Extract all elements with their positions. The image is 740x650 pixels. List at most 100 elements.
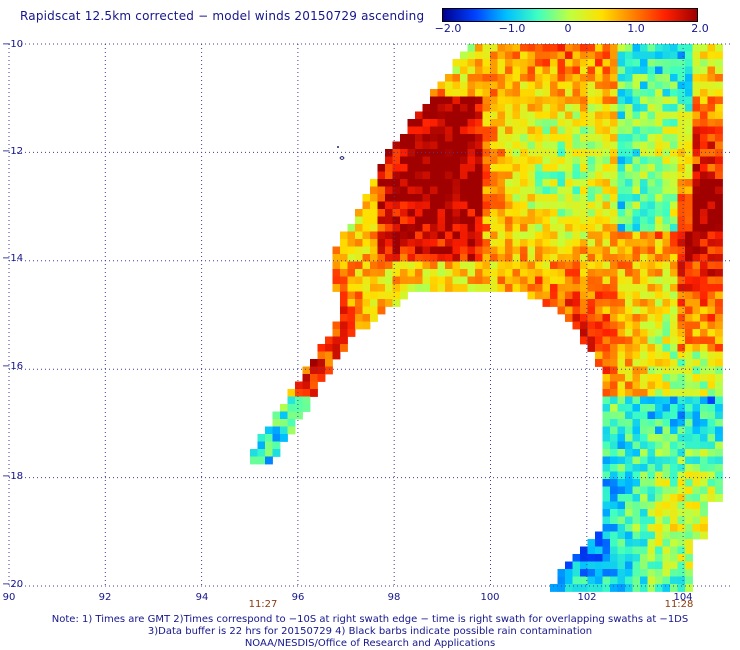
wind-cell [715, 111, 723, 120]
wind-cell [617, 89, 626, 97]
wind-cell [670, 171, 678, 180]
wind-cell [370, 299, 378, 307]
wind-cell [602, 344, 611, 352]
wind-cell [602, 314, 611, 322]
wind-cell [625, 351, 633, 360]
wind-cell [602, 336, 611, 345]
wind-cell [692, 59, 701, 67]
wind-cell [625, 134, 633, 142]
wind-cell [377, 171, 386, 180]
wind-cell [677, 374, 686, 382]
wind-cell [377, 299, 386, 307]
wind-cell [662, 374, 671, 382]
wind-cell [632, 141, 641, 150]
wind-cell [437, 269, 446, 277]
wind-cell [625, 366, 633, 375]
island-mark [337, 146, 339, 148]
wind-cell [692, 104, 701, 112]
wind-cell [692, 164, 701, 172]
wind-cell [707, 81, 716, 90]
wind-cell [377, 164, 386, 172]
wind-cell [490, 44, 498, 52]
wind-cell [625, 81, 633, 90]
wind-cell [632, 81, 641, 90]
wind-cell [662, 284, 671, 292]
wind-cell [520, 201, 528, 210]
lon-tick-90: 90 [2, 592, 16, 603]
wind-cell [632, 74, 641, 82]
wind-cell [685, 516, 693, 525]
wind-cell [655, 276, 663, 285]
wind-cell [475, 44, 483, 52]
wind-cell [617, 314, 626, 322]
wind-cell [685, 216, 693, 225]
wind-cell [452, 179, 461, 187]
wind-cell [647, 374, 656, 382]
wind-cell [467, 164, 476, 172]
wind-cell [475, 149, 483, 157]
wind-cell [700, 381, 708, 390]
wind-cell [557, 569, 566, 577]
wind-cell [677, 269, 686, 277]
wind-cell [685, 96, 693, 105]
wind-cell [617, 374, 626, 382]
wind-cell [715, 254, 723, 262]
wind-cell [625, 194, 633, 202]
wind-cell [670, 209, 678, 217]
wind-cell [602, 516, 611, 525]
wind-cell [617, 269, 626, 277]
wind-cell [407, 141, 416, 150]
wind-cell [617, 111, 626, 120]
wind-cell [610, 441, 618, 450]
wind-cell [677, 201, 686, 210]
wind-cell [632, 216, 641, 225]
wind-cell [407, 194, 416, 202]
wind-cell [572, 231, 581, 240]
wind-cell [595, 569, 603, 577]
wind-cell [572, 321, 581, 330]
wind-cell [445, 231, 453, 240]
wind-cell [452, 284, 461, 292]
wind-cell [505, 74, 513, 82]
wind-cell [512, 231, 521, 240]
wind-cell [565, 201, 573, 210]
wind-cell [400, 134, 408, 142]
wind-cell [670, 194, 678, 202]
wind-cell [422, 246, 431, 255]
wind-cell [355, 291, 363, 300]
wind-cell [452, 231, 461, 240]
wind-cell [587, 329, 596, 337]
wind-cell [625, 419, 633, 427]
wind-cell [640, 554, 648, 562]
wind-cell [572, 306, 581, 315]
wind-cell [572, 96, 581, 105]
wind-cell [362, 201, 371, 210]
wind-cell [655, 351, 663, 360]
wind-cell [400, 179, 408, 187]
wind-cell [610, 561, 618, 570]
wind-cell [460, 231, 468, 240]
wind-cell [700, 126, 708, 135]
wind-cell [602, 276, 611, 285]
wind-cell [610, 531, 618, 540]
wind-cell [640, 171, 648, 180]
wind-cell [655, 89, 663, 97]
wind-cell [602, 89, 611, 97]
wind-cell [692, 156, 701, 165]
wind-cell [715, 209, 723, 217]
wind-cell [610, 224, 618, 232]
wind-cell [707, 104, 716, 112]
wind-cell [557, 201, 566, 210]
wind-cell [512, 89, 521, 97]
wind-cell [685, 321, 693, 330]
wind-cell [482, 231, 491, 240]
wind-cell [707, 254, 716, 262]
wind-cell [572, 299, 581, 307]
wind-cell [557, 186, 566, 195]
wind-cell [625, 44, 633, 52]
wind-cell [595, 254, 603, 262]
wind-cell [535, 194, 543, 202]
wind-cell [602, 66, 611, 75]
wind-cell [692, 344, 701, 352]
wind-cell [602, 194, 611, 202]
